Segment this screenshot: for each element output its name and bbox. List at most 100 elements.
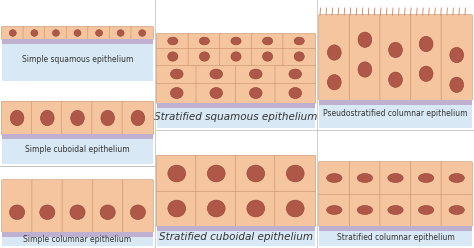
Ellipse shape — [70, 205, 85, 219]
FancyBboxPatch shape — [156, 83, 197, 103]
Ellipse shape — [327, 174, 342, 183]
Ellipse shape — [357, 206, 373, 215]
FancyBboxPatch shape — [188, 33, 221, 49]
FancyBboxPatch shape — [235, 155, 276, 192]
Ellipse shape — [101, 110, 115, 126]
Ellipse shape — [419, 174, 434, 183]
Ellipse shape — [327, 206, 342, 215]
FancyBboxPatch shape — [32, 180, 63, 232]
Bar — [2, 232, 153, 237]
Ellipse shape — [10, 110, 24, 126]
Ellipse shape — [31, 30, 38, 36]
FancyBboxPatch shape — [196, 83, 237, 103]
FancyBboxPatch shape — [275, 190, 316, 227]
FancyBboxPatch shape — [441, 15, 472, 100]
Ellipse shape — [40, 110, 54, 126]
Ellipse shape — [171, 69, 183, 79]
Ellipse shape — [168, 165, 186, 182]
FancyBboxPatch shape — [410, 15, 442, 100]
FancyBboxPatch shape — [156, 48, 189, 65]
FancyBboxPatch shape — [156, 190, 197, 227]
Ellipse shape — [168, 200, 186, 217]
FancyBboxPatch shape — [349, 194, 381, 226]
FancyBboxPatch shape — [122, 180, 153, 232]
Ellipse shape — [100, 205, 115, 219]
FancyBboxPatch shape — [236, 83, 276, 103]
FancyBboxPatch shape — [283, 48, 316, 65]
FancyBboxPatch shape — [92, 180, 123, 232]
Bar — [157, 103, 315, 128]
Ellipse shape — [131, 110, 145, 126]
Text: Pseudostratified columnar epithelium: Pseudostratified columnar epithelium — [323, 110, 468, 119]
FancyBboxPatch shape — [275, 64, 316, 84]
FancyBboxPatch shape — [380, 15, 411, 100]
Ellipse shape — [207, 165, 225, 182]
FancyBboxPatch shape — [319, 15, 350, 100]
FancyBboxPatch shape — [66, 27, 89, 39]
FancyBboxPatch shape — [275, 83, 316, 103]
Bar — [319, 100, 472, 105]
FancyBboxPatch shape — [62, 101, 93, 135]
Ellipse shape — [419, 206, 434, 215]
Text: Simple columnar epithelium: Simple columnar epithelium — [23, 236, 132, 245]
FancyBboxPatch shape — [122, 101, 154, 135]
FancyBboxPatch shape — [275, 155, 316, 192]
FancyBboxPatch shape — [2, 180, 33, 232]
FancyBboxPatch shape — [220, 33, 252, 49]
Bar — [2, 134, 153, 139]
FancyBboxPatch shape — [251, 48, 284, 65]
FancyBboxPatch shape — [380, 194, 411, 226]
Bar — [157, 103, 315, 108]
FancyBboxPatch shape — [349, 15, 381, 100]
Ellipse shape — [358, 32, 372, 47]
FancyBboxPatch shape — [196, 64, 237, 84]
Ellipse shape — [168, 37, 178, 45]
FancyBboxPatch shape — [62, 180, 93, 232]
Ellipse shape — [247, 165, 264, 182]
Ellipse shape — [9, 30, 16, 36]
Ellipse shape — [168, 52, 178, 61]
Ellipse shape — [247, 200, 264, 217]
FancyBboxPatch shape — [410, 194, 442, 226]
FancyBboxPatch shape — [131, 27, 154, 39]
FancyBboxPatch shape — [380, 162, 411, 194]
Bar — [2, 134, 153, 164]
Ellipse shape — [9, 205, 25, 219]
Ellipse shape — [210, 88, 223, 98]
FancyBboxPatch shape — [23, 27, 46, 39]
FancyBboxPatch shape — [188, 48, 221, 65]
Text: Stratified squamous epithelium: Stratified squamous epithelium — [155, 112, 318, 122]
Ellipse shape — [450, 47, 464, 63]
FancyBboxPatch shape — [88, 27, 110, 39]
FancyBboxPatch shape — [319, 194, 350, 226]
FancyBboxPatch shape — [196, 190, 237, 227]
Ellipse shape — [450, 77, 464, 93]
Bar — [319, 226, 472, 231]
FancyBboxPatch shape — [31, 101, 63, 135]
Text: Simple cuboidal epithelium: Simple cuboidal epithelium — [25, 146, 130, 155]
Ellipse shape — [357, 174, 373, 183]
Bar — [319, 226, 472, 246]
FancyBboxPatch shape — [319, 162, 350, 194]
Ellipse shape — [249, 69, 262, 79]
FancyBboxPatch shape — [283, 33, 316, 49]
FancyBboxPatch shape — [109, 27, 132, 39]
Ellipse shape — [71, 110, 84, 126]
Ellipse shape — [53, 30, 59, 36]
Bar — [317, 130, 474, 248]
Bar — [0, 83, 155, 166]
FancyBboxPatch shape — [410, 162, 442, 194]
FancyBboxPatch shape — [441, 162, 472, 194]
Ellipse shape — [294, 52, 304, 61]
Text: Simple squamous epithelium: Simple squamous epithelium — [22, 56, 133, 64]
Ellipse shape — [130, 205, 146, 219]
Ellipse shape — [294, 37, 304, 45]
Ellipse shape — [388, 206, 403, 215]
Bar — [157, 226, 315, 246]
Ellipse shape — [231, 52, 241, 61]
Bar — [2, 39, 153, 44]
Text: Stratified columnar epithelium: Stratified columnar epithelium — [337, 233, 455, 242]
Bar — [155, 130, 317, 248]
Ellipse shape — [358, 62, 372, 77]
Ellipse shape — [449, 174, 465, 183]
